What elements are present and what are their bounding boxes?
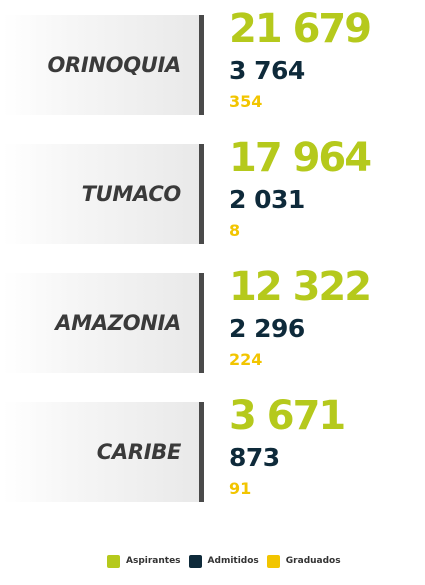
legend-item-admitidos: Admitidos <box>188 554 259 568</box>
legend-item-graduados: Graduados <box>266 554 341 568</box>
region-label-box: AMAZONIA <box>3 273 199 373</box>
admitidos-value: 2 031 <box>229 185 305 214</box>
divider <box>199 273 204 373</box>
legend-label: Graduados <box>285 556 341 566</box>
admitidos-value: 873 <box>229 443 280 472</box>
region-label-box: ORINOQUIA <box>3 15 199 115</box>
region-row-amazonia: AMAZONIA 12 322 2 296 224 <box>0 267 425 378</box>
region-name: CARIBE <box>96 440 182 464</box>
graduados-value: 91 <box>229 479 252 498</box>
region-row-orinoquia: ORINOQUIA 21 679 3 764 354 <box>0 9 425 120</box>
graduados-value: 8 <box>229 221 241 240</box>
legend-label: Admitidos <box>207 556 259 566</box>
graduados-value: 224 <box>229 350 263 369</box>
region-name: AMAZONIA <box>55 311 181 335</box>
legend: Aspirantes Admitidos Graduados <box>107 553 349 569</box>
region-label-box: TUMACO <box>3 144 199 244</box>
aspirantes-value: 3 671 <box>229 393 346 439</box>
divider <box>199 402 204 502</box>
region-label-box: CARIBE <box>3 402 199 502</box>
graduados-value: 354 <box>229 92 263 111</box>
aspirantes-swatch-icon <box>107 554 120 568</box>
aspirantes-value: 21 679 <box>229 6 372 52</box>
region-row-tumaco: TUMACO 17 964 2 031 8 <box>0 138 425 249</box>
region-row-caribe: CARIBE 3 671 873 91 <box>0 396 425 507</box>
aspirantes-value: 17 964 <box>229 135 372 181</box>
admitidos-value: 3 764 <box>229 56 305 85</box>
divider <box>199 144 204 244</box>
graduados-swatch-icon <box>266 554 280 568</box>
legend-label: Aspirantes <box>126 556 181 566</box>
region-name: ORINOQUIA <box>47 53 181 77</box>
legend-item-aspirantes: Aspirantes <box>107 554 181 568</box>
divider <box>199 15 204 115</box>
admitidos-swatch-icon <box>188 554 202 568</box>
aspirantes-value: 12 322 <box>229 264 372 310</box>
region-name: TUMACO <box>81 182 182 206</box>
admitidos-value: 2 296 <box>229 314 305 343</box>
